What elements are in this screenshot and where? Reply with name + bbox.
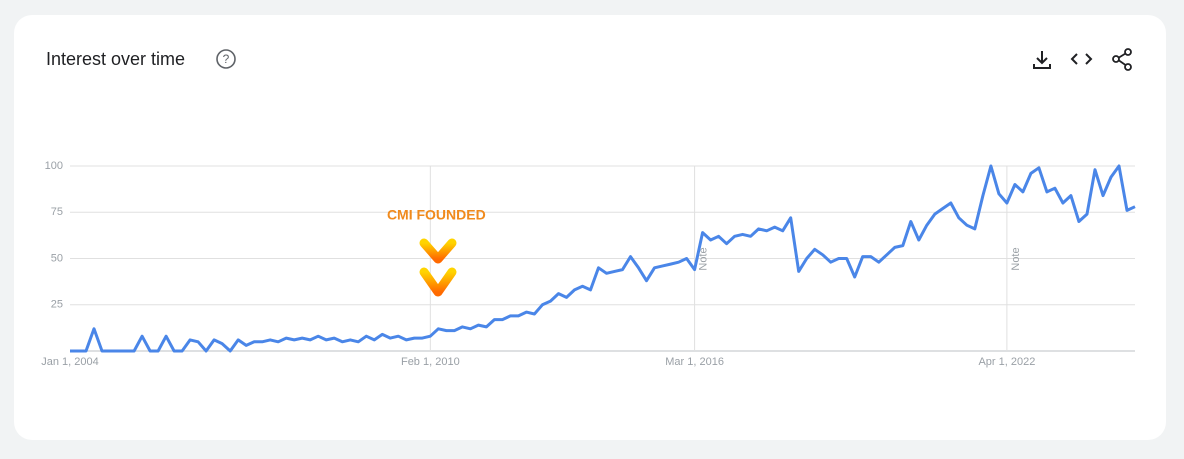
annotation: CMI FOUNDED [387,207,486,223]
help-icon[interactable]: ? [216,49,236,69]
chart-title: Interest over time [46,49,185,69]
note-marker: Note [1010,247,1022,270]
card [14,15,1166,440]
share-icon[interactable] [1112,48,1132,71]
y-tick-label: 50 [51,252,63,264]
x-tick-label: Mar 1, 2016 [665,356,724,368]
y-tick-label: 25 [51,299,63,311]
x-tick-label: Jan 1, 2004 [41,356,99,368]
y-tick-label: 75 [51,206,63,218]
embed-icon[interactable] [1070,53,1093,65]
x-tick-label: Apr 1, 2022 [978,356,1035,368]
trend-line [70,164,1136,353]
annotation-arrows [419,238,457,297]
y-tick-label: 100 [45,160,63,172]
svg-text:?: ? [223,52,230,66]
x-tick-label: Feb 1, 2010 [401,356,460,368]
note-marker: Note [697,247,709,270]
download-icon[interactable] [1033,51,1051,69]
